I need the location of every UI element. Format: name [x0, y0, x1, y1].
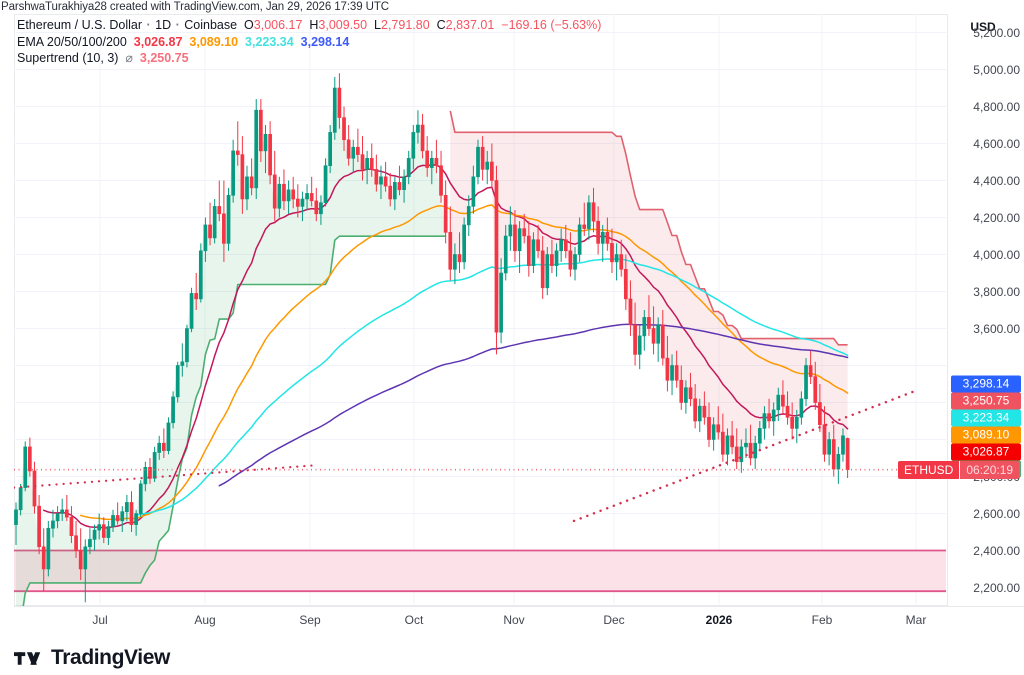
legend-ema50-value: 3,089.10: [189, 34, 239, 49]
price-tick-label: 4,800.00: [973, 99, 1020, 114]
ema100-line: [135, 258, 849, 516]
time-tick-label: Mar: [905, 613, 927, 627]
legend-ema-row[interactable]: EMA 20/50/100/200 3,026.87 3,089.10 3,22…: [17, 34, 601, 51]
price-tick-label: 2,600.00: [973, 506, 1020, 521]
time-tick-label: Feb: [811, 613, 833, 627]
time-scale[interactable]: Jul Aug Sep Oct Nov Dec 2026 Feb Mar: [14, 606, 1024, 634]
ema20-price-badge[interactable]: 3,026.87: [951, 443, 1021, 461]
legend-ema-title[interactable]: EMA 20/50/100/200: [17, 34, 127, 49]
price-tick-label: 2,400.00: [973, 543, 1020, 558]
legend-high-value: 3,009.50: [318, 18, 368, 32]
legend-symbol-name[interactable]: Ethereum / U.S. Dollar: [17, 18, 143, 32]
legend-open-value: 3,006.17: [253, 18, 303, 32]
price-tick-label: 5,000.00: [973, 62, 1020, 77]
price-tick-label: 4,400.00: [973, 173, 1020, 188]
ema50-line: [79, 204, 849, 521]
legend-low-label: L: [374, 18, 381, 32]
tradingview-mark-icon: [14, 651, 41, 665]
legend-supertrend-value: 3,250.75: [139, 51, 189, 65]
price-scale[interactable]: USD 5,200.00 5,000.00 4,800.00 4,600.00 4,40…: [947, 14, 1024, 606]
chart-canvas: [14, 14, 946, 606]
legend-ema200-value: 3,298.14: [300, 34, 350, 49]
legend-close-value: 2,837.01: [445, 18, 495, 32]
legend-supertrend-title[interactable]: Supertrend (10, 3): [17, 51, 119, 65]
ema50-price-badge[interactable]: 3,089.10: [951, 426, 1021, 444]
legend-interval[interactable]: 1D: [155, 18, 172, 32]
time-tick-label: Oct: [404, 613, 424, 627]
price-tick-label: 5,200.00: [973, 25, 1020, 40]
price-scale-currency: USD: [970, 20, 996, 34]
legend-close-label: C: [436, 18, 446, 32]
chart-legend: Ethereum / U.S. Dollar · 1D · Coinbase O…: [17, 17, 601, 67]
price-tick-label: 4,600.00: [973, 136, 1020, 151]
ema200-line: [218, 323, 849, 487]
average-glyph-icon: ⌀: [125, 51, 133, 65]
chart-plot-area[interactable]: [14, 14, 946, 606]
price-tick-label: 2,200.00: [973, 580, 1020, 595]
legend-change-value: −169.16: [501, 18, 547, 32]
legend-ema20-value: 3,026.87: [133, 34, 183, 49]
legend-high-label: H: [309, 18, 319, 32]
legend-low-value: 2,791.80: [381, 18, 430, 32]
support-zone: [14, 549, 946, 593]
time-tick-label: 2026: [705, 613, 733, 627]
legend-symbol-row[interactable]: Ethereum / U.S. Dollar · 1D · Coinbase O…: [17, 18, 602, 32]
time-tick-label: Jul: [92, 613, 108, 627]
price-tick-label: 3,600.00: [973, 321, 1020, 336]
ema200-price-badge[interactable]: 3,298.14: [951, 375, 1021, 393]
time-tick-label: Sep: [299, 613, 321, 627]
price-tick-label: 4,200.00: [973, 210, 1020, 225]
time-tick-label: Dec: [603, 613, 625, 627]
symbol-countdown-badge[interactable]: ETHUSD 06:20:19: [898, 460, 1020, 479]
time-tick-label: Nov: [503, 613, 525, 627]
supertrend-price-badge[interactable]: 3,250.75: [951, 392, 1021, 410]
tradingview-logo: TradingView: [14, 646, 170, 670]
ema100-price-badge[interactable]: 3,223.34: [951, 409, 1021, 427]
price-tick-label: 4,000.00: [973, 247, 1020, 262]
attribution-watermark: ParshwaTurakhiya28 created with TradingV…: [1, 1, 389, 13]
legend-open-label: O: [244, 18, 254, 32]
bar-countdown-label: 06:20:19: [959, 460, 1020, 479]
ema20-line: [42, 164, 849, 529]
candlestick-series: [14, 73, 850, 603]
legend-supertrend-row[interactable]: Supertrend (10, 3) ⌀ 3,250.75: [17, 50, 601, 67]
legend-exchange[interactable]: Coinbase: [184, 18, 238, 32]
trendline-annotations: [14, 390, 916, 523]
legend-change-percent: (−5.63%): [550, 18, 602, 32]
falling-trendline: [14, 464, 316, 489]
chart-frame: [14, 14, 1024, 606]
legend-ema100-value: 3,223.34: [245, 34, 294, 49]
price-tick-label: 3,800.00: [973, 284, 1020, 299]
tradingview-wordmark: TradingView: [51, 646, 170, 669]
symbol-badge-label: ETHUSD: [898, 460, 960, 479]
time-tick-label: Aug: [194, 613, 216, 627]
